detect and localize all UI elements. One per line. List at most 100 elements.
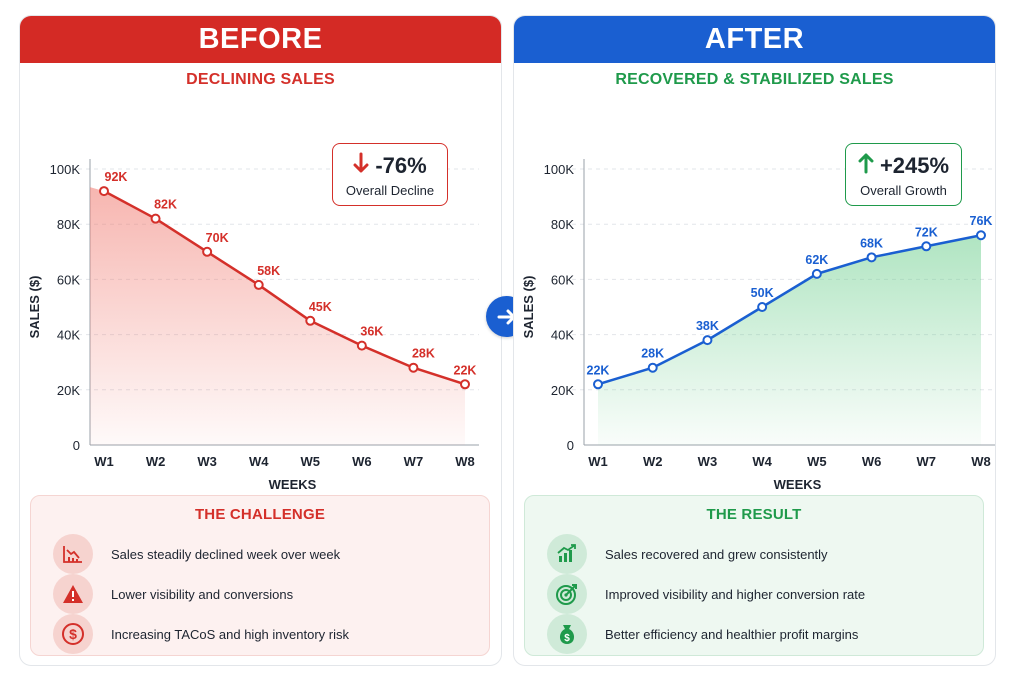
result-title: THE RESULT [706,506,802,523]
data-label: 58K [257,264,280,278]
data-label: 22K [454,363,477,377]
series-line [103,189,466,386]
data-label: 45K [309,300,332,314]
result-item: $ Better efficiency and healthier profit… [547,614,858,654]
challenge-item: $ Increasing TACoS and high inventory ri… [53,614,349,654]
result-item: Sales recovered and grew consistently [547,534,828,574]
before-subtitle: DECLINING SALES [186,71,335,88]
svg-text:$: $ [69,626,77,642]
svg-text:$: $ [564,633,570,644]
x-tick-label: W2 [643,454,663,469]
data-label: 38K [696,319,719,333]
data-point [305,315,316,326]
data-point [150,213,161,224]
y-tick-label: 60K [551,272,574,287]
y-tick-label: 80K [551,217,574,232]
y-tick-label: 20K [57,383,80,398]
before-banner: BEFORE [20,16,501,63]
declining-chart-icon [53,534,93,574]
result-box: THE RESULT Sales recovered and grew cons… [524,495,984,656]
growth-value: +245% [879,153,950,178]
y-tick-label: 100K [544,162,575,177]
after-subtitle: RECOVERED & STABILIZED SALES [615,71,894,88]
data-label: 50K [751,286,774,300]
decline-badge: -76% Overall Decline [332,143,448,206]
down-arrow-icon [353,152,369,180]
x-tick-label: W8 [455,454,475,469]
result-item-text: Improved visibility and higher conversio… [605,586,866,602]
data-label: 36K [360,325,383,339]
growth-badge: +245% Overall Growth [845,143,962,206]
result-item-text: Better efficiency and healthier profit m… [605,626,859,642]
result-item-text: Sales recovered and grew consistently [605,546,828,562]
challenge-item: Lower visibility and conversions [53,574,293,614]
data-label: 76K [970,214,993,228]
after-chart: 0 20K 40K 60K 80K 100K 22K 28K 38K 50K 62K 68K 72K 76… [521,159,995,492]
up-arrow-icon [858,152,874,180]
dollar-icon: $ [53,614,93,654]
growth-chart-icon [547,534,587,574]
data-point [253,279,264,290]
data-point [921,241,932,252]
x-axis-label: WEEKS [269,477,317,492]
data-point [356,340,367,351]
growth-label: Overall Growth [860,183,947,198]
challenge-title: THE CHALLENGE [194,506,326,523]
x-tick-label: W7 [917,454,937,469]
x-tick-label: W1 [94,454,114,469]
series-line [597,234,982,386]
challenge-item-text: Increasing TACoS and high inventory risk [111,626,349,642]
data-label: 62K [805,253,828,267]
x-tick-label: W2 [146,454,166,469]
result-item: Improved visibility and higher conversio… [547,574,865,614]
x-tick-label: W7 [404,454,424,469]
x-tick-label: W3 [197,454,217,469]
after-banner: AFTER [514,16,995,63]
data-label: 82K [154,198,177,212]
data-point [866,252,877,263]
x-tick-label: W4 [249,454,269,469]
warning-icon [53,574,93,614]
decline-value: -76% [375,153,427,178]
y-tick-label: 60K [57,272,80,287]
y-tick-label: 0 [73,438,80,453]
data-point [408,362,419,373]
data-point [976,230,986,241]
challenge-item-text: Sales steadily declined week over week [111,546,341,562]
y-tick-label: 0 [567,438,574,453]
x-tick-label: W5 [807,454,827,469]
data-point [647,362,658,373]
data-label: 68K [860,236,883,250]
y-tick-label: 40K [57,328,80,343]
area-fill [598,235,981,445]
decline-label: Overall Decline [345,183,435,198]
data-label: 92K [105,170,128,184]
y-tick-label: 100K [50,162,81,177]
data-label: 70K [206,231,229,245]
after-panel: AFTER RECOVERED & STABILIZED SALES 0 20K 4… [513,15,996,666]
data-label: 28K [412,347,435,361]
data-label: 72K [915,225,938,239]
x-tick-label: W6 [862,454,882,469]
data-point [593,379,603,390]
y-tick-label: 20K [551,383,574,398]
before-chart: 0 20K 40K 60K 80K 100K 92K 82K 70K 58K 45K 36K 28K 22… [27,159,479,492]
before-panel: BEFORE DECLINING SALES 0 20K 40K 60K 80K 100K… [19,15,502,666]
data-label: 28K [641,347,664,361]
money-bag-icon: $ [547,614,587,654]
data-point [99,186,109,197]
x-tick-label: W3 [698,454,718,469]
target-icon [547,574,587,614]
challenge-item-text: Lower visibility and conversions [111,586,294,602]
data-label: 22K [587,363,610,377]
x-tick-label: W8 [971,454,991,469]
y-tick-label: 80K [57,217,80,232]
data-point [757,302,768,312]
data-point [702,335,713,346]
y-axis-label: SALES ($) [521,276,536,339]
x-tick-label: W1 [588,454,608,469]
challenge-box: THE CHALLENGE Sales steadily declined we… [30,495,490,656]
data-point [460,379,470,390]
x-tick-label: W6 [352,454,372,469]
area-fill [90,187,465,445]
